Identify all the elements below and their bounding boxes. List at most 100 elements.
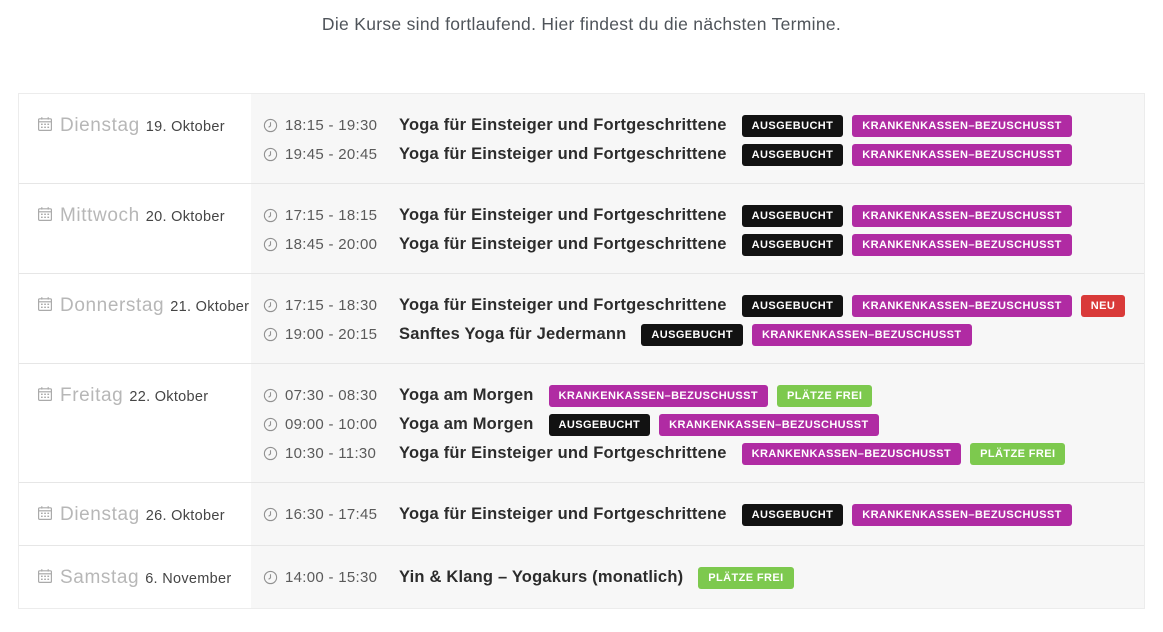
session-time: 17:15 - 18:30 (263, 297, 399, 314)
session-time: 10:30 - 11:30 (263, 445, 399, 462)
badge-insurance: KRANKENKASSEN–BEZUSCHUSST (741, 442, 962, 465)
badge-list: AUSGEBUCHT KRANKENKASSEN–BEZUSCHUSST (741, 233, 1072, 256)
day-line: Dienstag 19. Oktober (37, 111, 225, 142)
badge-list: AUSGEBUCHT KRANKENKASSEN–BEZUSCHUSST (741, 114, 1072, 137)
session-row: 10:30 - 11:30 Yoga für Einsteiger und Fo… (263, 439, 1134, 468)
day-date: 6. November (145, 571, 232, 587)
session-row: 16:30 - 17:45 Yoga für Einsteiger und Fo… (263, 500, 1134, 529)
sessions-cell: 17:15 - 18:30 Yoga für Einsteiger und Fo… (251, 274, 1144, 363)
badge-insurance: KRANKENKASSEN–BEZUSCHUSST (752, 323, 972, 346)
day-line: Freitag 22. Oktober (37, 381, 208, 412)
day-name: Mittwoch (60, 205, 140, 226)
course-title: Yoga für Einsteiger und Fortgeschrittene (399, 296, 727, 314)
day-date: 19. Oktober (145, 119, 225, 135)
session-row: 19:00 - 20:15 Sanftes Yoga für Jedermann… (263, 320, 1134, 349)
day-date: 20. Oktober (145, 209, 225, 225)
sessions-cell: 16:30 - 17:45 Yoga für Einsteiger und Fo… (251, 483, 1144, 545)
sessions-cell: 14:00 - 15:30 Yin & Klang – Yogakurs (mo… (251, 546, 1144, 608)
badge-sold-out: AUSGEBUCHT (741, 143, 844, 166)
time-range: 09:00 - 10:00 (285, 416, 378, 433)
badge-free: PLÄTZE FREI (970, 442, 1066, 465)
schedule-table: Dienstag 19. Oktober 18:15 - 19:30 Yoga … (18, 93, 1145, 609)
session-row: 19:45 - 20:45 Yoga für Einsteiger und Fo… (263, 140, 1134, 169)
course-title: Yoga für Einsteiger und Fortgeschrittene (399, 235, 727, 253)
time-range: 18:15 - 19:30 (285, 117, 378, 134)
badge-list: AUSGEBUCHT KRANKENKASSEN–BEZUSCHUSST NEU (741, 294, 1126, 317)
time-range: 07:30 - 08:30 (285, 387, 378, 404)
session-time: 19:00 - 20:15 (263, 326, 399, 343)
time-range: 19:00 - 20:15 (285, 326, 378, 343)
time-range: 10:30 - 11:30 (285, 445, 377, 462)
badge-sold-out: AUSGEBUCHT (641, 323, 744, 346)
time-range: 17:15 - 18:30 (285, 297, 378, 314)
session-row: 18:45 - 20:00 Yoga für Einsteiger und Fo… (263, 230, 1134, 259)
badge-insurance: KRANKENKASSEN–BEZUSCHUSST (852, 204, 1072, 227)
badge-sold-out: AUSGEBUCHT (741, 233, 844, 256)
day-name: Dienstag (60, 504, 140, 525)
session-time: 18:15 - 19:30 (263, 117, 399, 134)
session-time: 17:15 - 18:15 (263, 207, 399, 224)
badge-free: PLÄTZE FREI (776, 384, 873, 407)
day-name: Freitag (60, 385, 124, 406)
session-time: 19:45 - 20:45 (263, 146, 399, 163)
time-range: 16:30 - 17:45 (285, 506, 378, 523)
sessions-cell: 18:15 - 19:30 Yoga für Einsteiger und Fo… (251, 94, 1144, 183)
session-row: 17:15 - 18:15 Yoga für Einsteiger und Fo… (263, 201, 1134, 230)
clock-icon (263, 446, 278, 461)
course-title: Yoga am Morgen (399, 415, 534, 433)
badge-free: PLÄTZE FREI (698, 566, 794, 589)
sessions-cell: 17:15 - 18:15 Yoga für Einsteiger und Fo… (251, 184, 1144, 273)
sessions-cell: 07:30 - 08:30 Yoga am Morgen KRANKENKASS… (251, 364, 1144, 482)
badge-sold-out: AUSGEBUCHT (741, 503, 844, 526)
clock-icon (263, 570, 278, 585)
schedule-row: Mittwoch 20. Oktober 17:15 - 18:15 Yoga … (19, 183, 1144, 273)
session-time: 16:30 - 17:45 (263, 506, 399, 523)
day-name: Dienstag (60, 115, 140, 136)
day-cell: Freitag 22. Oktober (19, 364, 251, 482)
day-date: 26. Oktober (145, 508, 225, 524)
badge-list: AUSGEBUCHT KRANKENKASSEN–BEZUSCHUSST (641, 323, 972, 346)
badge-list: KRANKENKASSEN–BEZUSCHUSST PLÄTZE FREI (741, 442, 1066, 465)
day-cell: Mittwoch 20. Oktober (19, 184, 251, 273)
day-line: Donnerstag 21. Oktober (37, 291, 249, 322)
session-time: 18:45 - 20:00 (263, 236, 399, 253)
time-range: 19:45 - 20:45 (285, 146, 378, 163)
time-range: 17:15 - 18:15 (285, 207, 378, 224)
day-date: 22. Oktober (129, 389, 209, 405)
badge-insurance: KRANKENKASSEN–BEZUSCHUSST (548, 384, 768, 407)
session-row: 17:15 - 18:30 Yoga für Einsteiger und Fo… (263, 291, 1134, 320)
time-range: 18:45 - 20:00 (285, 236, 378, 253)
calendar-icon (37, 203, 53, 232)
schedule-row: Dienstag 26. Oktober 16:30 - 17:45 Yoga … (19, 482, 1144, 545)
session-time: 07:30 - 08:30 (263, 387, 399, 404)
badge-insurance: KRANKENKASSEN–BEZUSCHUSST (852, 114, 1072, 137)
badge-sold-out: AUSGEBUCHT (741, 114, 844, 137)
badge-list: AUSGEBUCHT KRANKENKASSEN–BEZUSCHUSST (741, 204, 1072, 227)
schedule-row: Dienstag 19. Oktober 18:15 - 19:30 Yoga … (19, 94, 1144, 183)
calendar-icon (37, 502, 53, 531)
badge-sold-out: AUSGEBUCHT (741, 204, 844, 227)
day-name: Donnerstag (60, 295, 165, 316)
course-title: Yoga am Morgen (399, 386, 534, 404)
course-title: Yoga für Einsteiger und Fortgeschrittene (399, 145, 727, 163)
session-row: 09:00 - 10:00 Yoga am Morgen AUSGEBUCHT K… (263, 410, 1134, 439)
day-name: Samstag (60, 567, 140, 588)
badge-list: KRANKENKASSEN–BEZUSCHUSST PLÄTZE FREI (548, 384, 873, 407)
day-cell: Dienstag 26. Oktober (19, 483, 251, 545)
clock-icon (263, 118, 278, 133)
clock-icon (263, 237, 278, 252)
course-title: Yoga für Einsteiger und Fortgeschrittene (399, 116, 727, 134)
session-row: 07:30 - 08:30 Yoga am Morgen KRANKENKASS… (263, 381, 1134, 410)
clock-icon (263, 327, 278, 342)
badge-list: AUSGEBUCHT KRANKENKASSEN–BEZUSCHUSST (741, 143, 1072, 166)
course-title: Sanftes Yoga für Jedermann (399, 325, 627, 343)
calendar-icon (37, 565, 53, 594)
badge-sold-out: AUSGEBUCHT (741, 294, 844, 317)
badge-list: AUSGEBUCHT KRANKENKASSEN–BEZUSCHUSST (548, 413, 879, 436)
badge-insurance: KRANKENKASSEN–BEZUSCHUSST (852, 503, 1072, 526)
day-cell: Donnerstag 21. Oktober (19, 274, 251, 363)
day-cell: Dienstag 19. Oktober (19, 94, 251, 183)
course-title: Yoga für Einsteiger und Fortgeschrittene (399, 206, 727, 224)
day-line: Mittwoch 20. Oktober (37, 201, 225, 232)
clock-icon (263, 507, 278, 522)
